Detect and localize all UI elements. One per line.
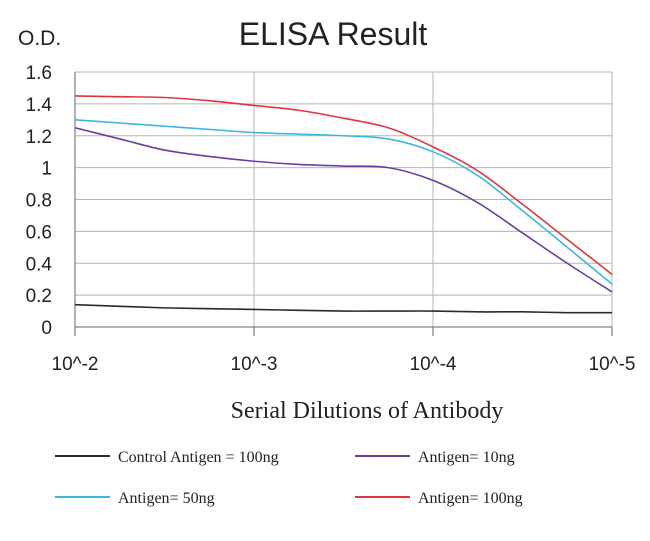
series-line-antigen-10ng [74, 127, 613, 293]
y-tick-label: 0.2 [26, 286, 52, 307]
x-tick-label: 10^-3 [231, 354, 278, 375]
y-tick-label: 0.6 [26, 222, 52, 243]
y-tick-label: 0.4 [26, 254, 53, 275]
y-tick-label: 1 [41, 159, 52, 180]
chart-title: ELISA Result [239, 16, 428, 52]
legend-label: Antigen= 100ng [418, 490, 523, 507]
x-tick-label: 10^-5 [589, 354, 636, 375]
y-tick-labels: 0 0.2 0.4 0.6 0.8 1 1.2 1.4 1.6 [26, 63, 53, 339]
series-lines [74, 95, 613, 314]
series-line-antigen-100ng [74, 95, 613, 276]
x-tick-labels: 10^-2 10^-3 10^-4 10^-5 [52, 354, 636, 375]
series-line-control-antigen-100ng [74, 303, 613, 314]
legend: Control Antigen = 100ng Antigen= 10ng Anti… [55, 449, 523, 507]
legend-label: Control Antigen = 100ng [118, 449, 279, 466]
y-tick-label: 1.2 [26, 127, 52, 148]
legend-label: Antigen= 50ng [118, 490, 215, 507]
x-tick-label: 10^-4 [410, 354, 457, 375]
grid [75, 71, 613, 327]
y-tick-label: 1.6 [26, 63, 52, 84]
x-tick-label: 10^-2 [52, 354, 99, 375]
y-axis-label: O.D. [18, 27, 61, 50]
y-tick-label: 0 [41, 318, 52, 339]
series-line-antigen-50ng [74, 119, 613, 285]
y-tick-label: 0.8 [26, 191, 52, 212]
axes [74, 72, 613, 336]
x-axis-label: Serial Dilutions of Antibody [231, 398, 504, 424]
y-tick-label: 1.4 [26, 95, 53, 116]
legend-label: Antigen= 10ng [418, 449, 515, 466]
